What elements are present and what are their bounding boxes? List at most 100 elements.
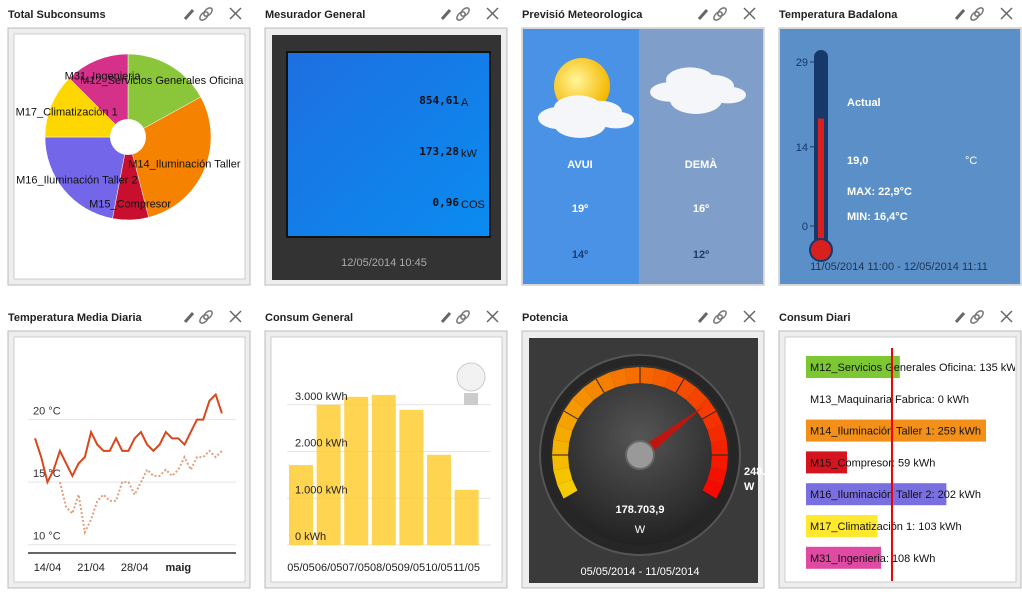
thermo-tick-label: 0 — [802, 221, 808, 233]
widget-title: Potencia — [522, 312, 569, 324]
icon-stroke — [717, 310, 727, 320]
pie-slice — [44, 136, 129, 219]
close-icon[interactable] — [743, 7, 756, 20]
link-icon[interactable] — [455, 6, 470, 21]
close-icon[interactable] — [1000, 7, 1013, 20]
bar — [806, 419, 986, 442]
pie-hole — [110, 119, 146, 155]
forecast-max: 16º — [693, 203, 709, 215]
icon-stroke — [456, 314, 466, 324]
bar — [316, 404, 341, 545]
gauge-band — [552, 439, 570, 455]
close-icon[interactable] — [229, 310, 242, 323]
edit-icon[interactable] — [954, 312, 966, 323]
gauge-band — [557, 411, 578, 431]
x-tick-label: 05/05 — [287, 562, 315, 574]
panel-inner — [13, 336, 246, 583]
icon-stroke — [440, 9, 452, 20]
meter-reading: 0,96 — [433, 196, 460, 209]
pie-slice — [68, 53, 129, 138]
x-tick-label: 07/05 — [342, 562, 370, 574]
pie-slice — [44, 77, 129, 138]
close-icon[interactable] — [743, 310, 756, 323]
thermo-bulb — [809, 238, 833, 262]
link-icon[interactable] — [969, 309, 984, 324]
bar — [289, 465, 313, 545]
x-tick-label: 10/05 — [425, 562, 453, 574]
icon-stroke — [954, 9, 966, 20]
meter-unit: kW — [461, 148, 478, 160]
x-tick-label: 11/05 — [453, 562, 480, 574]
icon-stroke — [717, 7, 727, 17]
gauge-max-unit: W — [744, 481, 755, 493]
forecast-min: 12º — [693, 249, 709, 261]
icon-stroke — [713, 314, 723, 324]
gauge-needle — [636, 406, 704, 460]
edit-icon[interactable] — [697, 9, 709, 20]
y-tick-label: 1.000 kWh — [295, 484, 348, 496]
thermo-tick-label: 14 — [796, 142, 808, 154]
widget: Mesurador General 854,61 A 173,28 kW 0,96 COS 1… — [264, 6, 508, 286]
bar-label: M17_Climatización 1: 103 kWh — [810, 521, 962, 533]
gauge-max: 248.4 — [744, 466, 772, 478]
gauge-band — [702, 411, 723, 431]
edit-icon[interactable] — [954, 9, 966, 20]
pie-slice — [127, 53, 202, 138]
gauge-period: 05/05/2014 - 11/05/2014 — [580, 566, 699, 578]
thermo-fill — [818, 118, 824, 250]
close-icon[interactable] — [1000, 310, 1013, 323]
temp-unit: °C — [965, 155, 977, 167]
bar — [344, 396, 369, 545]
bar-label: M16_Iluminación Taller 2: 202 kWh — [810, 489, 981, 501]
bulb-icon — [456, 362, 486, 392]
gauge-band — [640, 367, 656, 385]
icon-stroke — [1000, 310, 1013, 323]
edit-icon[interactable] — [183, 312, 195, 323]
gauge-band — [686, 387, 708, 409]
slice-label: M17_Climatización 1 — [16, 107, 118, 119]
line-series — [58, 449, 223, 536]
x-tick-label: 06/05 — [315, 562, 343, 574]
meter-screen — [286, 51, 491, 238]
bar — [399, 409, 424, 545]
bar — [806, 483, 947, 506]
bar — [371, 394, 396, 545]
edit-icon[interactable] — [697, 312, 709, 323]
widget-title: Previsió Meteorologica — [522, 9, 643, 21]
gauge-band — [664, 372, 684, 393]
gauge-band — [553, 424, 573, 443]
link-icon[interactable] — [712, 309, 727, 324]
link-icon[interactable] — [455, 309, 470, 324]
slice-label: M16_Iluminación Taller 2 — [16, 174, 137, 186]
gauge-division — [595, 378, 605, 393]
forecast-max: 19º — [572, 203, 588, 215]
edit-icon[interactable] — [440, 9, 452, 20]
close-icon[interactable] — [229, 7, 242, 20]
link-icon[interactable] — [198, 6, 213, 21]
x-tick-label: 08/05 — [370, 562, 398, 574]
gauge-hub — [625, 440, 655, 470]
link-icon[interactable] — [712, 6, 727, 21]
icon-stroke — [203, 7, 213, 17]
widget-title: Temperatura Media Diaria — [8, 312, 143, 324]
icon-stroke — [486, 310, 499, 323]
close-icon[interactable] — [486, 7, 499, 20]
bar — [454, 489, 479, 545]
icon-stroke — [460, 7, 470, 17]
edit-icon[interactable] — [183, 9, 195, 20]
gauge-band — [624, 367, 640, 385]
bulb-icon — [464, 393, 478, 405]
close-icon[interactable] — [486, 310, 499, 323]
link-icon[interactable] — [969, 6, 984, 21]
widget-title: Mesurador General — [265, 9, 365, 21]
y-tick-label: 10 °C — [33, 531, 61, 543]
link-icon[interactable] — [198, 309, 213, 324]
y-tick-label: 0 kWh — [295, 531, 326, 543]
x-tick-label: 21/04 — [77, 562, 105, 574]
icon-stroke — [1000, 7, 1013, 20]
x-tick-label: 28/04 — [121, 562, 149, 574]
gauge-division — [702, 410, 717, 420]
edit-icon[interactable] — [440, 312, 452, 323]
icon-stroke — [199, 11, 209, 21]
gauge-band — [652, 368, 671, 388]
